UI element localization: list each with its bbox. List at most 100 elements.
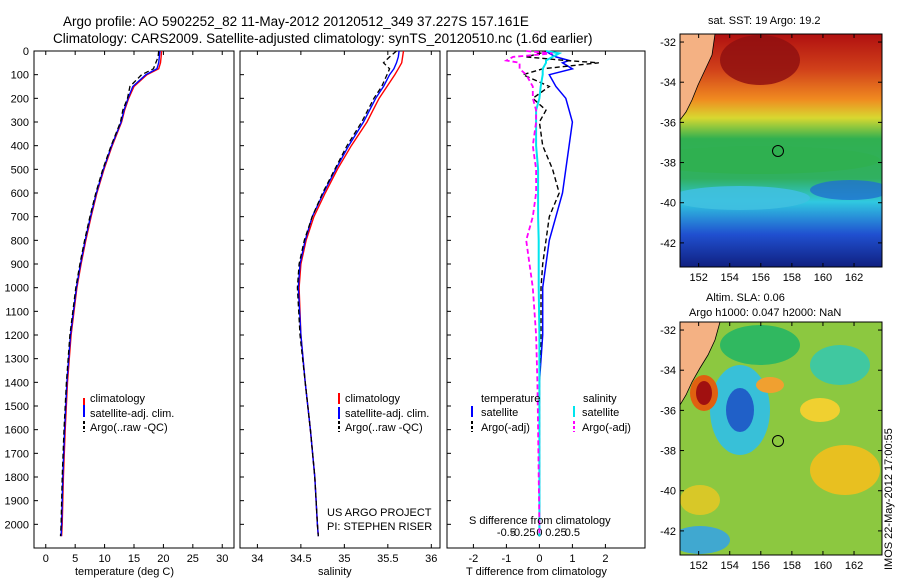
legend-label-climatology: climatology — [345, 393, 401, 405]
map-x-tick-label: 154 — [721, 560, 739, 572]
map-x-tick-label: 154 — [721, 272, 739, 284]
sla-patch-2 — [810, 345, 870, 385]
x-tick-label: 5 — [72, 553, 78, 565]
x-tick-label: 36 — [425, 553, 437, 565]
difference-profile-panel: -2 -1 0 1 2-0.5-0.25 0 0.250.5 — [446, 50, 646, 565]
salinity-profile-panel: 34 34.5 35 35.5 36 — [239, 50, 441, 565]
map-y-tick-label: -32 — [660, 325, 676, 337]
y-tick-label: 600 — [11, 188, 29, 200]
sla-patch-9 — [680, 526, 730, 554]
x-tick-label: 0 — [43, 553, 49, 565]
x-tick-label: 35 — [338, 553, 350, 565]
map-frame — [679, 321, 883, 556]
sla-map — [680, 322, 882, 555]
x-tick-label: -2 — [469, 553, 479, 565]
plot-frame — [446, 50, 646, 549]
sst-cyan-patch — [680, 186, 810, 210]
s-diff-argo-line — [503, 50, 553, 537]
x-tick-label: 34.5 — [290, 553, 311, 565]
temperature-profile-panel: 0 5 10 15 20 25 300100200300400500600700800900… — [5, 46, 235, 565]
imos-timestamp: IMOS 22-May-2012 17:00:55 — [883, 428, 895, 570]
map-y-tick-label: -40 — [660, 486, 676, 498]
sst-map — [680, 34, 882, 267]
legend-label-s-argo: Argo(-adj) — [582, 422, 631, 434]
salinity-argo-line — [296, 50, 397, 537]
pi-name-annotation: PI: STEPHEN RISER — [327, 521, 432, 533]
y-tick-label: 300 — [11, 117, 29, 129]
x-tick-label: 0 — [536, 553, 542, 565]
temperature-argo-line — [59, 50, 160, 537]
legend-label-t-argo: Argo(-adj) — [481, 422, 530, 434]
y-tick-label: 1200 — [5, 330, 29, 342]
x-tick-label: -1 — [502, 553, 512, 565]
x-tick-label: 34 — [251, 553, 263, 565]
map-x-tick-label: 162 — [845, 272, 863, 284]
map-y-tick-label: -42 — [660, 526, 676, 538]
y-tick-label: 1300 — [5, 354, 29, 366]
map-y-tick-label: -36 — [660, 117, 676, 129]
difference-legend: temperature salinity satellite Argo(-adj… — [469, 393, 631, 527]
map-x-tick-label: 160 — [814, 560, 832, 572]
x-tick-label-salinity-diff: -0.25 — [510, 527, 535, 539]
sla-map-axes: 152 154 156 158 160 162 -32 -34 -36 -38 -40 -42 — [660, 321, 883, 572]
y-tick-label: 1900 — [5, 496, 29, 508]
legend-label-argo: Argo(..raw -QC) — [345, 422, 423, 434]
y-tick-label: 800 — [11, 235, 29, 247]
y-tick-label: 1500 — [5, 401, 29, 413]
sla-patch-4 — [726, 388, 754, 432]
sla-eddy-core — [696, 381, 712, 405]
legend-title-salinity: salinity — [583, 393, 617, 405]
map-y-tick-label: -38 — [660, 446, 676, 458]
plot-frame — [239, 50, 441, 549]
y-tick-label: 1700 — [5, 448, 29, 460]
map-x-tick-label: 158 — [783, 272, 801, 284]
t-difference-axis-label: T difference from climatology — [466, 566, 607, 578]
y-tick-label: 2000 — [5, 519, 29, 531]
y-tick-label: 200 — [11, 93, 29, 105]
map-y-tick-label: -42 — [660, 238, 676, 250]
map-x-tick-label: 156 — [752, 560, 770, 572]
map-frame — [679, 33, 883, 268]
sla-patch-7 — [810, 445, 880, 495]
sla-argo-position-marker — [772, 435, 784, 447]
map-y-tick-label: -40 — [660, 198, 676, 210]
y-tick-label: 500 — [11, 164, 29, 176]
x-tick-label: 2 — [602, 553, 608, 565]
sst-blue-patch — [810, 180, 882, 200]
map-y-tick-label: -38 — [660, 158, 676, 170]
y-tick-label: 1600 — [5, 425, 29, 437]
x-tick-label: 20 — [157, 553, 169, 565]
sla-map-title-line1: Altim. SLA: 0.06 — [706, 292, 785, 304]
map-x-tick-label: 160 — [814, 272, 832, 284]
x-tick-label-salinity-diff: 0.25 — [545, 527, 566, 539]
sst-land-mask — [680, 34, 716, 121]
legend-label-s-satellite: satellite — [582, 407, 619, 419]
sla-patch-6 — [800, 398, 840, 422]
x-tick-label-salinity-diff: 0.5 — [565, 527, 580, 539]
map-x-tick-label: 162 — [845, 560, 863, 572]
sst-map-title: sat. SST: 19 Argo: 19.2 — [708, 15, 821, 27]
legend-label-t-satellite: satellite — [481, 407, 518, 419]
map-x-tick-label: 156 — [752, 272, 770, 284]
map-x-tick-label: 152 — [689, 272, 707, 284]
temperature-axis-label: temperature (deg C) — [75, 566, 174, 578]
temperature-legend: climatology satellite-adj. clim. Argo(..… — [83, 393, 174, 434]
y-tick-label: 1400 — [5, 377, 29, 389]
figure-title-line2: Climatology: CARS2009. Satellite-adjuste… — [53, 31, 593, 46]
y-tick-label: 100 — [11, 70, 29, 82]
sst-argo-position-marker — [772, 145, 784, 157]
legend-label-satellite: satellite-adj. clim. — [345, 408, 429, 420]
map-y-tick-label: -36 — [660, 405, 676, 417]
sla-land-mask — [680, 322, 721, 406]
map-y-tick-label: -34 — [660, 365, 676, 377]
sla-patch-8 — [680, 485, 720, 515]
x-tick-label: 30 — [216, 553, 228, 565]
sst-map-axes: 152 154 156 158 160 162 -32 -34 -36 -38 -40 -42 — [660, 33, 883, 284]
y-tick-label: 900 — [11, 259, 29, 271]
map-y-tick-label: -32 — [660, 37, 676, 49]
plot-frame — [33, 50, 235, 549]
x-tick-label: 15 — [128, 553, 140, 565]
s-diff-satellite-line — [535, 50, 563, 537]
y-tick-label: 1000 — [5, 283, 29, 295]
